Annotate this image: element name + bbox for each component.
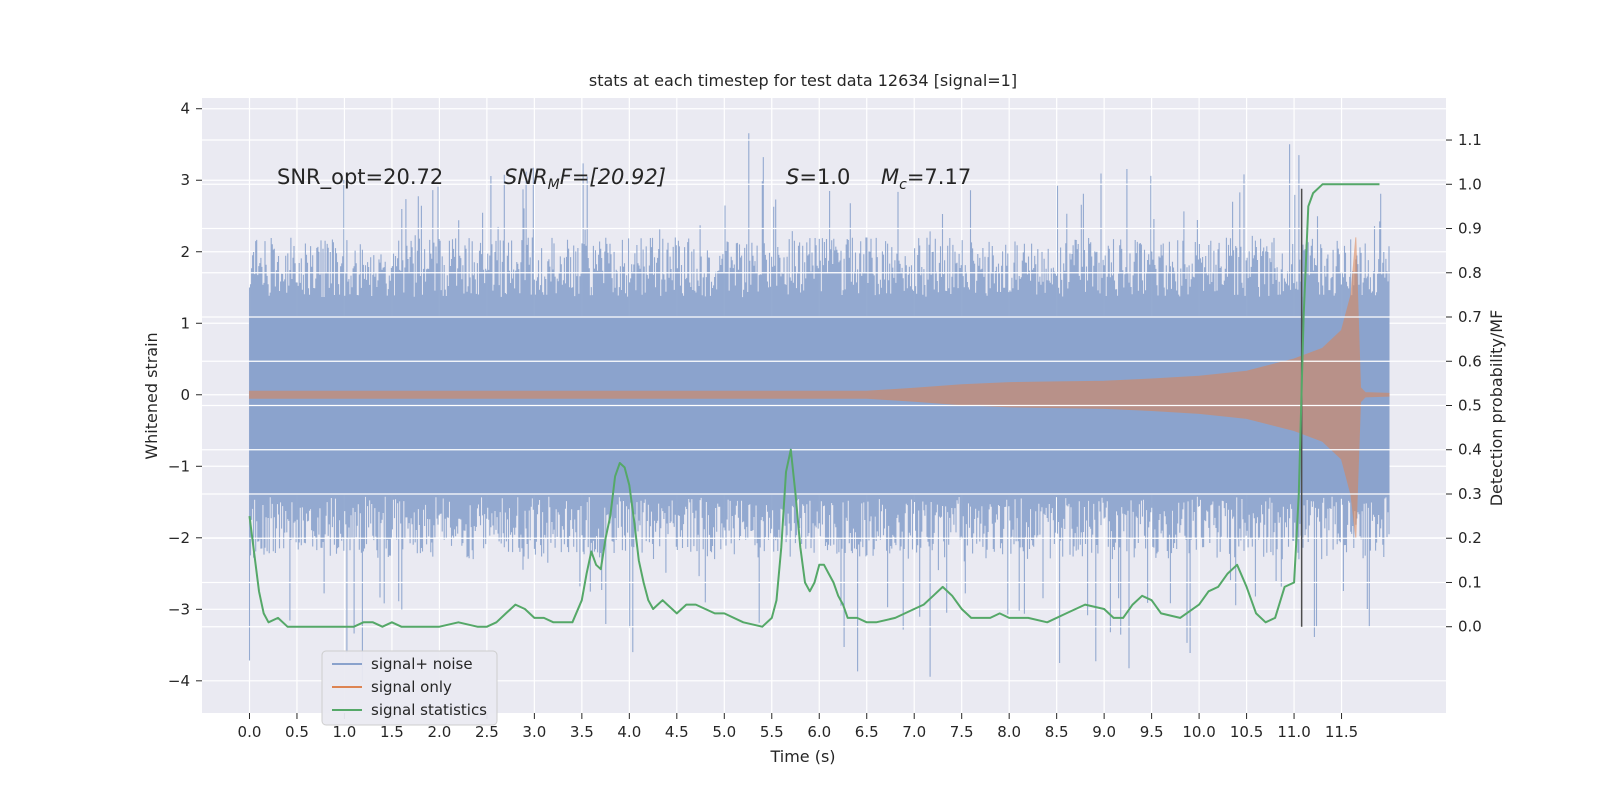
x-tick-label: 10.0 — [1182, 723, 1215, 741]
x-tick-label: 10.5 — [1230, 723, 1263, 741]
s-label: S — [786, 165, 799, 189]
y-axis-ticks: −4 −3 −2 −1 0 1 2 3 4 — [168, 100, 202, 690]
x-tick-label: 7.0 — [902, 723, 926, 741]
x-tick-label: 5.0 — [712, 723, 736, 741]
x-tick-label: 1.0 — [333, 723, 357, 741]
x-tick-label: 9.5 — [1140, 723, 1164, 741]
x-tick-label: 9.0 — [1092, 723, 1116, 741]
annotation-snr-mf: SNRMF=[20.92] — [504, 165, 666, 193]
chirp-envelope — [249, 237, 1390, 538]
y-tick-label: −2 — [168, 529, 190, 547]
x-tick-label: 11.5 — [1325, 723, 1358, 741]
x-tick-label: 2.5 — [475, 723, 499, 741]
x-tick-label: 11.0 — [1277, 723, 1310, 741]
x-tick-label: 6.0 — [807, 723, 831, 741]
y2-tick-label: 0.0 — [1458, 618, 1482, 636]
x-tick-label: 3.5 — [570, 723, 594, 741]
snr-mf-label: SNR — [504, 165, 548, 189]
y2-tick-label: 0.5 — [1458, 397, 1482, 415]
annotation-mc: Mc=7.17 — [881, 165, 971, 193]
y2-tick-label: 0.8 — [1458, 264, 1482, 282]
mc-label: M — [881, 165, 899, 189]
x-tick-label: 6.5 — [855, 723, 879, 741]
snr-mf-subscript: M — [548, 177, 560, 193]
y2-tick-label: 0.2 — [1458, 529, 1482, 547]
legend-box — [321, 650, 498, 726]
y-tick-label: −3 — [168, 600, 190, 618]
y2-axis-ticks: 0.0 0.1 0.2 0.3 0.4 0.5 0.6 0.7 0.8 0.9 1.0 1.1 — [1446, 131, 1482, 636]
mc-subscript: c — [899, 177, 907, 193]
x-tick-label: 8.0 — [997, 723, 1021, 741]
x-axis-ticks: 0.0 0.5 1.0 1.5 2.0 2.5 3.0 3.5 4.0 4.5 5.0 5.5 6.0 6… — [238, 713, 1358, 741]
y2-tick-label: 1.0 — [1458, 175, 1482, 193]
y-tick-label: 1 — [180, 314, 190, 332]
x-tick-label: 0.0 — [238, 723, 262, 741]
s-value: =1.0 — [799, 165, 850, 189]
y-tick-label: 3 — [180, 171, 190, 189]
x-axis-label: Time (s) — [769, 747, 835, 766]
legend-label-signal-statistics: signal statistics — [371, 701, 487, 719]
y2-tick-label: 0.7 — [1458, 308, 1482, 326]
legend-label-signal-only: signal only — [371, 678, 452, 696]
y2-tick-label: 0.3 — [1458, 485, 1482, 503]
grid-right-axis — [202, 139, 1446, 628]
chart-title: stats at each timestep for test data 126… — [589, 71, 1017, 90]
y2-tick-label: 1.1 — [1458, 131, 1482, 149]
y-axis-label: Whitened strain — [142, 332, 161, 459]
x-tick-label: 7.5 — [950, 723, 974, 741]
x-tick-label: 5.5 — [760, 723, 784, 741]
stats-line — [248, 183, 1380, 628]
legend: signal+ noise signal only signal statist… — [321, 650, 498, 726]
annotation-snr-opt: SNR_opt=20.72 — [277, 165, 443, 190]
y2-tick-label: 0.4 — [1458, 441, 1482, 459]
y2-tick-label: 0.1 — [1458, 573, 1482, 591]
x-tick-label: 3.0 — [522, 723, 546, 741]
y2-tick-label: 0.9 — [1458, 220, 1482, 238]
snr-mf-value: F=[20.92] — [560, 165, 666, 189]
y2-axis-label: Detection probability/MF — [1487, 310, 1506, 507]
y-tick-label: −4 — [168, 672, 190, 690]
annotation-s: S=1.0 — [786, 165, 850, 189]
y-tick-label: 4 — [180, 100, 190, 118]
y-tick-label: 2 — [180, 243, 190, 261]
x-tick-label: 2.0 — [427, 723, 451, 741]
series-signal-statistics — [248, 183, 1380, 628]
y2-tick-label: 0.6 — [1458, 352, 1482, 370]
y-tick-label: −1 — [168, 457, 190, 475]
mc-value: =7.17 — [907, 165, 971, 189]
x-tick-label: 1.5 — [380, 723, 404, 741]
x-tick-label: 8.5 — [1045, 723, 1069, 741]
series-signal-only — [249, 237, 1390, 538]
x-tick-label: 4.0 — [617, 723, 641, 741]
y-tick-label: 0 — [180, 386, 190, 404]
x-tick-label: 0.5 — [285, 723, 309, 741]
x-tick-label: 4.5 — [665, 723, 689, 741]
legend-label-signal-noise: signal+ noise — [371, 655, 473, 673]
